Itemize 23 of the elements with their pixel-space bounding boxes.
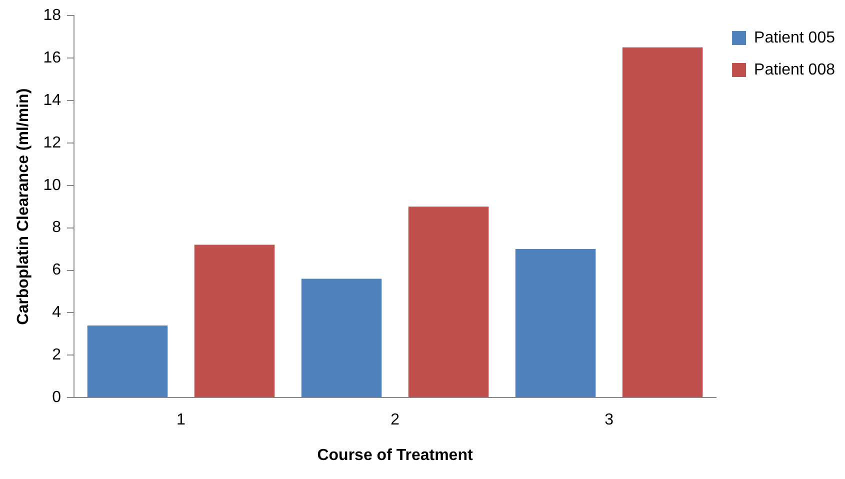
y-tick-label: 10 [43,176,62,194]
x-tick-label: 2 [390,412,400,429]
y-tick-label: 14 [43,92,62,109]
bar [194,244,275,398]
bar [87,325,168,398]
legend-label: Patient 005 [754,29,836,46]
bar [515,249,596,398]
x-tick-label: 3 [604,412,614,429]
y-tick-label: 12 [43,134,62,152]
y-tick-label: 18 [43,7,62,24]
y-tick-label: 2 [52,346,62,364]
bar [408,206,489,398]
x-axis-title: Course of Treatment [317,446,474,464]
bar [622,47,703,398]
y-tick-label: 0 [52,389,62,406]
y-tick-label: 4 [52,304,62,322]
y-tick-label: 6 [52,262,62,279]
x-tick-label: 1 [176,412,186,429]
y-axis-title: Carboplatin Clearance (ml/min) [15,88,32,325]
bar [301,278,382,398]
y-tick-label: 16 [43,49,62,66]
y-tick-label: 8 [52,219,62,236]
legend-label: Patient 008 [754,61,836,78]
